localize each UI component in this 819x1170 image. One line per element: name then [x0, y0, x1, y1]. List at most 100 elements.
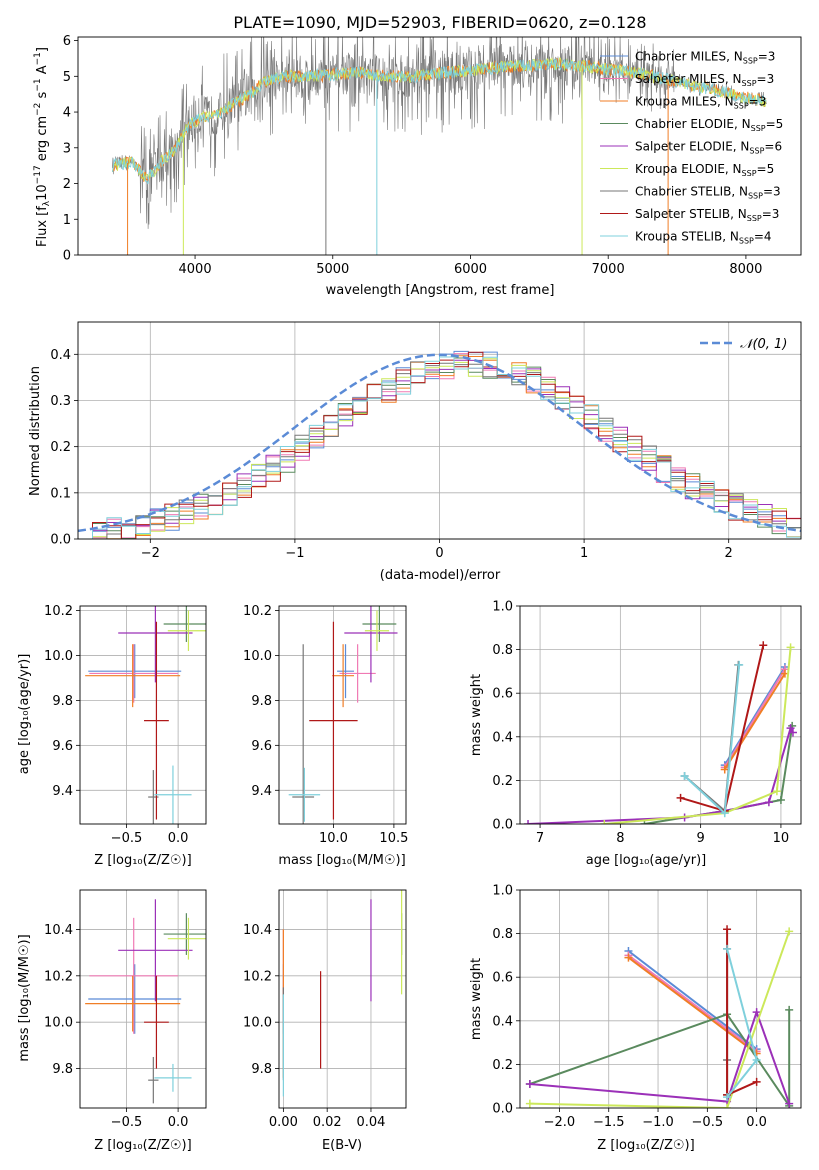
- y-tick-label: 0.8: [492, 927, 513, 942]
- y-tick-label: 10.0: [243, 649, 272, 664]
- y-tick-label: 0.3: [50, 394, 71, 409]
- x-tick-label: 9: [697, 831, 705, 846]
- axes-frame: [278, 889, 407, 1109]
- y-tick-label: 9.6: [251, 739, 272, 754]
- weight-point-marker: [759, 641, 768, 650]
- weight-point-marker: [772, 787, 781, 796]
- grid-lines: [279, 890, 406, 1108]
- legend-label: 𝒩(0, 1): [740, 337, 787, 352]
- plot-content: [288, 606, 398, 824]
- weight-point-marker: [720, 765, 729, 774]
- axes-frame: [77, 36, 802, 256]
- z-weight-y-label: mass weight: [469, 958, 484, 1040]
- weight-point-marker: [735, 660, 744, 669]
- x-tick-label: −2.0: [544, 1115, 576, 1130]
- x-tick-label: 1: [580, 546, 588, 561]
- axes-frame: [519, 889, 802, 1109]
- y-tick-label: 9.8: [52, 694, 73, 709]
- x-tick-label: 7000: [592, 262, 625, 277]
- x-tick-label: −1.0: [642, 1115, 674, 1130]
- x-tick-label: −0.5: [692, 1115, 724, 1130]
- weight-series-line: [529, 1009, 791, 1104]
- z-age-plot: −0.5 0.0 9.4 9.6 9.8 10.0 10.2: [44, 604, 207, 846]
- z-mass-x-label: Z [log₁₀(Z/Z☉)]: [94, 1138, 191, 1153]
- legend-name: Salpeter MILES, N: [635, 72, 742, 86]
- legend-eq: =3: [749, 95, 767, 109]
- legend-name: Salpeter ELODIE, N: [635, 140, 749, 154]
- plot-content: [282, 890, 403, 1097]
- age-weight-x-label: age [log₁₀(age/yr)]: [586, 853, 707, 868]
- histogram-step: [78, 357, 801, 539]
- legend-sub: SSP: [742, 169, 757, 178]
- z-weight-plot: −2.0 −1.5 −1.0 −0.5 0.0 0.0 0.2 0.4 0.6 0.8 1.0: [492, 884, 802, 1130]
- legend-label: Kroupa ELODIE, NSSP=5: [635, 162, 774, 178]
- x-tick-label: 4000: [179, 262, 212, 277]
- x-tick-label: 0.0: [168, 1115, 189, 1130]
- mass-age-x-label: mass [log₁₀(M/M☉)]: [278, 853, 405, 868]
- y-tick-label: 10.0: [44, 1016, 73, 1031]
- legend-label: Salpeter MILES, NSSP=3: [635, 72, 774, 88]
- y-label-part: erg cm: [35, 116, 50, 165]
- legend-sub: SSP: [748, 192, 763, 201]
- y-tick-label: 0.0: [492, 1102, 513, 1117]
- histogram-y-label: Normed distribution: [28, 366, 43, 496]
- weight-point-marker: [676, 793, 685, 802]
- weight-point-marker: [723, 1104, 732, 1108]
- histogram-x-label: (data-model)/error: [380, 568, 501, 583]
- legend-label: Salpeter STELIB, NSSP=3: [635, 207, 779, 223]
- legend-eq: =3: [762, 207, 780, 221]
- weight-point-marker: [723, 944, 732, 953]
- y-tick-label: 9.8: [251, 1062, 272, 1077]
- weight-point-marker: [600, 820, 609, 824]
- y-tick-label: 0.8: [492, 643, 513, 658]
- weight-point-marker: [624, 953, 633, 962]
- mass-age-plot: 10.0 10.5 9.4 9.6 9.8 10.0 10.2: [243, 604, 408, 846]
- spectrum-y-label: Flux [fλ10−17 erg cm−2 s−1 A−1]: [33, 47, 52, 247]
- ebv-mass-x-label: E(B-V): [322, 1138, 362, 1153]
- y-tick-label: 0.6: [492, 971, 513, 986]
- x-tick-label: 0.00: [269, 1115, 298, 1130]
- y-label-part: ]: [35, 47, 50, 52]
- legend-label: Salpeter ELODIE, NSSP=6: [635, 140, 782, 156]
- weight-point-marker: [720, 809, 729, 818]
- y-tick-label: 10.4: [243, 923, 272, 938]
- weight-series-line: [529, 1009, 791, 1108]
- legend-label: Kroupa MILES, NSSP=3: [635, 95, 766, 111]
- y-label-part: s: [35, 91, 50, 102]
- legend-name: Kroupa MILES, N: [635, 95, 734, 109]
- age-weight-plot: 7 8 9 10 0.0 0.2 0.4 0.6 0.8 1.0: [492, 600, 802, 846]
- y-label-part: −17: [33, 165, 43, 184]
- normal-curve: [78, 353, 801, 533]
- weight-point-marker: [785, 1099, 794, 1108]
- x-tick-label: 0.04: [356, 1115, 385, 1130]
- legend-name: Kroupa ELODIE, N: [635, 162, 742, 176]
- legend-sub: SSP: [742, 79, 757, 88]
- axes-frame: [79, 605, 207, 825]
- plot-content: [85, 606, 206, 824]
- spectrum-plot: 4000 5000 6000 7000 8000 0 1 2 3 4 5 6 Chabrier MILE…: [63, 34, 802, 277]
- x-tick-label: −0.5: [111, 1115, 143, 1130]
- y-tick-label: 0.6: [492, 687, 513, 702]
- z-age-x-label: Z [log₁₀(Z/Z☉)]: [94, 853, 191, 868]
- legend-sub: SSP: [751, 124, 766, 133]
- grid-lines: [80, 606, 206, 824]
- x-tick-label: 8000: [729, 262, 762, 277]
- weight-point-marker: [785, 1005, 794, 1014]
- x-tick-label: 2: [725, 546, 733, 561]
- x-tick-label: 8: [616, 831, 624, 846]
- legend-eq: =3: [758, 50, 776, 64]
- axes-frame: [519, 605, 802, 825]
- y-tick-label: 1.0: [492, 884, 513, 899]
- legend-eq: =6: [764, 140, 782, 154]
- y-tick-label: 5: [63, 70, 71, 85]
- y-tick-label: 0.0: [492, 818, 513, 833]
- y-label-part: λ: [42, 200, 52, 206]
- plot-content: [78, 350, 801, 539]
- legend-eq: =5: [766, 117, 784, 131]
- model-spectrum-line: [111, 57, 767, 181]
- y-tick-label: 10.4: [44, 923, 73, 938]
- axes-frame: [79, 889, 207, 1109]
- legend-sub: SSP: [734, 102, 749, 111]
- y-tick-label: 0.2: [492, 774, 513, 789]
